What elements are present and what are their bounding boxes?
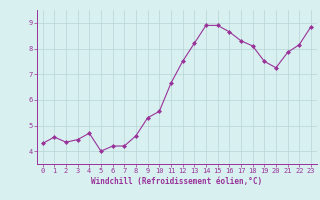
X-axis label: Windchill (Refroidissement éolien,°C): Windchill (Refroidissement éolien,°C) [91, 177, 262, 186]
